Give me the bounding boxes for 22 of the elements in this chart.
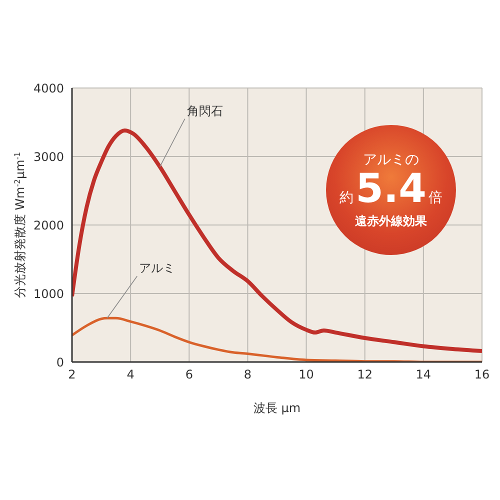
x-tick-label: 6 xyxy=(185,368,193,382)
annotation: 倍 xyxy=(428,190,442,206)
x-tick-label: 12 xyxy=(357,368,372,382)
x-tick-label: 16 xyxy=(474,368,490,382)
text: アルミ xyxy=(139,261,176,276)
y-tick-label: 1000 xyxy=(33,286,64,301)
y-tick-label: 2000 xyxy=(33,218,64,232)
y-tick-label: 3000 xyxy=(33,150,64,164)
x-axis-title: 波長 μm xyxy=(253,401,301,415)
y-tick-label: 0 xyxy=(56,355,64,370)
x-tick-label: 2 xyxy=(68,368,76,382)
annotation: アルミの xyxy=(363,150,419,168)
x-tick-label: 8 xyxy=(244,368,252,382)
text: 角閃石 xyxy=(186,104,223,118)
x-tick-label: 4 xyxy=(126,368,134,382)
annotation: 5.4 xyxy=(356,166,426,212)
x-tick-label: 10 xyxy=(298,368,314,382)
annotation: 約 xyxy=(340,190,354,206)
y-tick-label: 4000 xyxy=(33,81,64,96)
x-tick-label: 14 xyxy=(416,368,432,382)
line-series xyxy=(72,128,482,354)
annotation: 遠赤外線効果 xyxy=(355,212,427,230)
